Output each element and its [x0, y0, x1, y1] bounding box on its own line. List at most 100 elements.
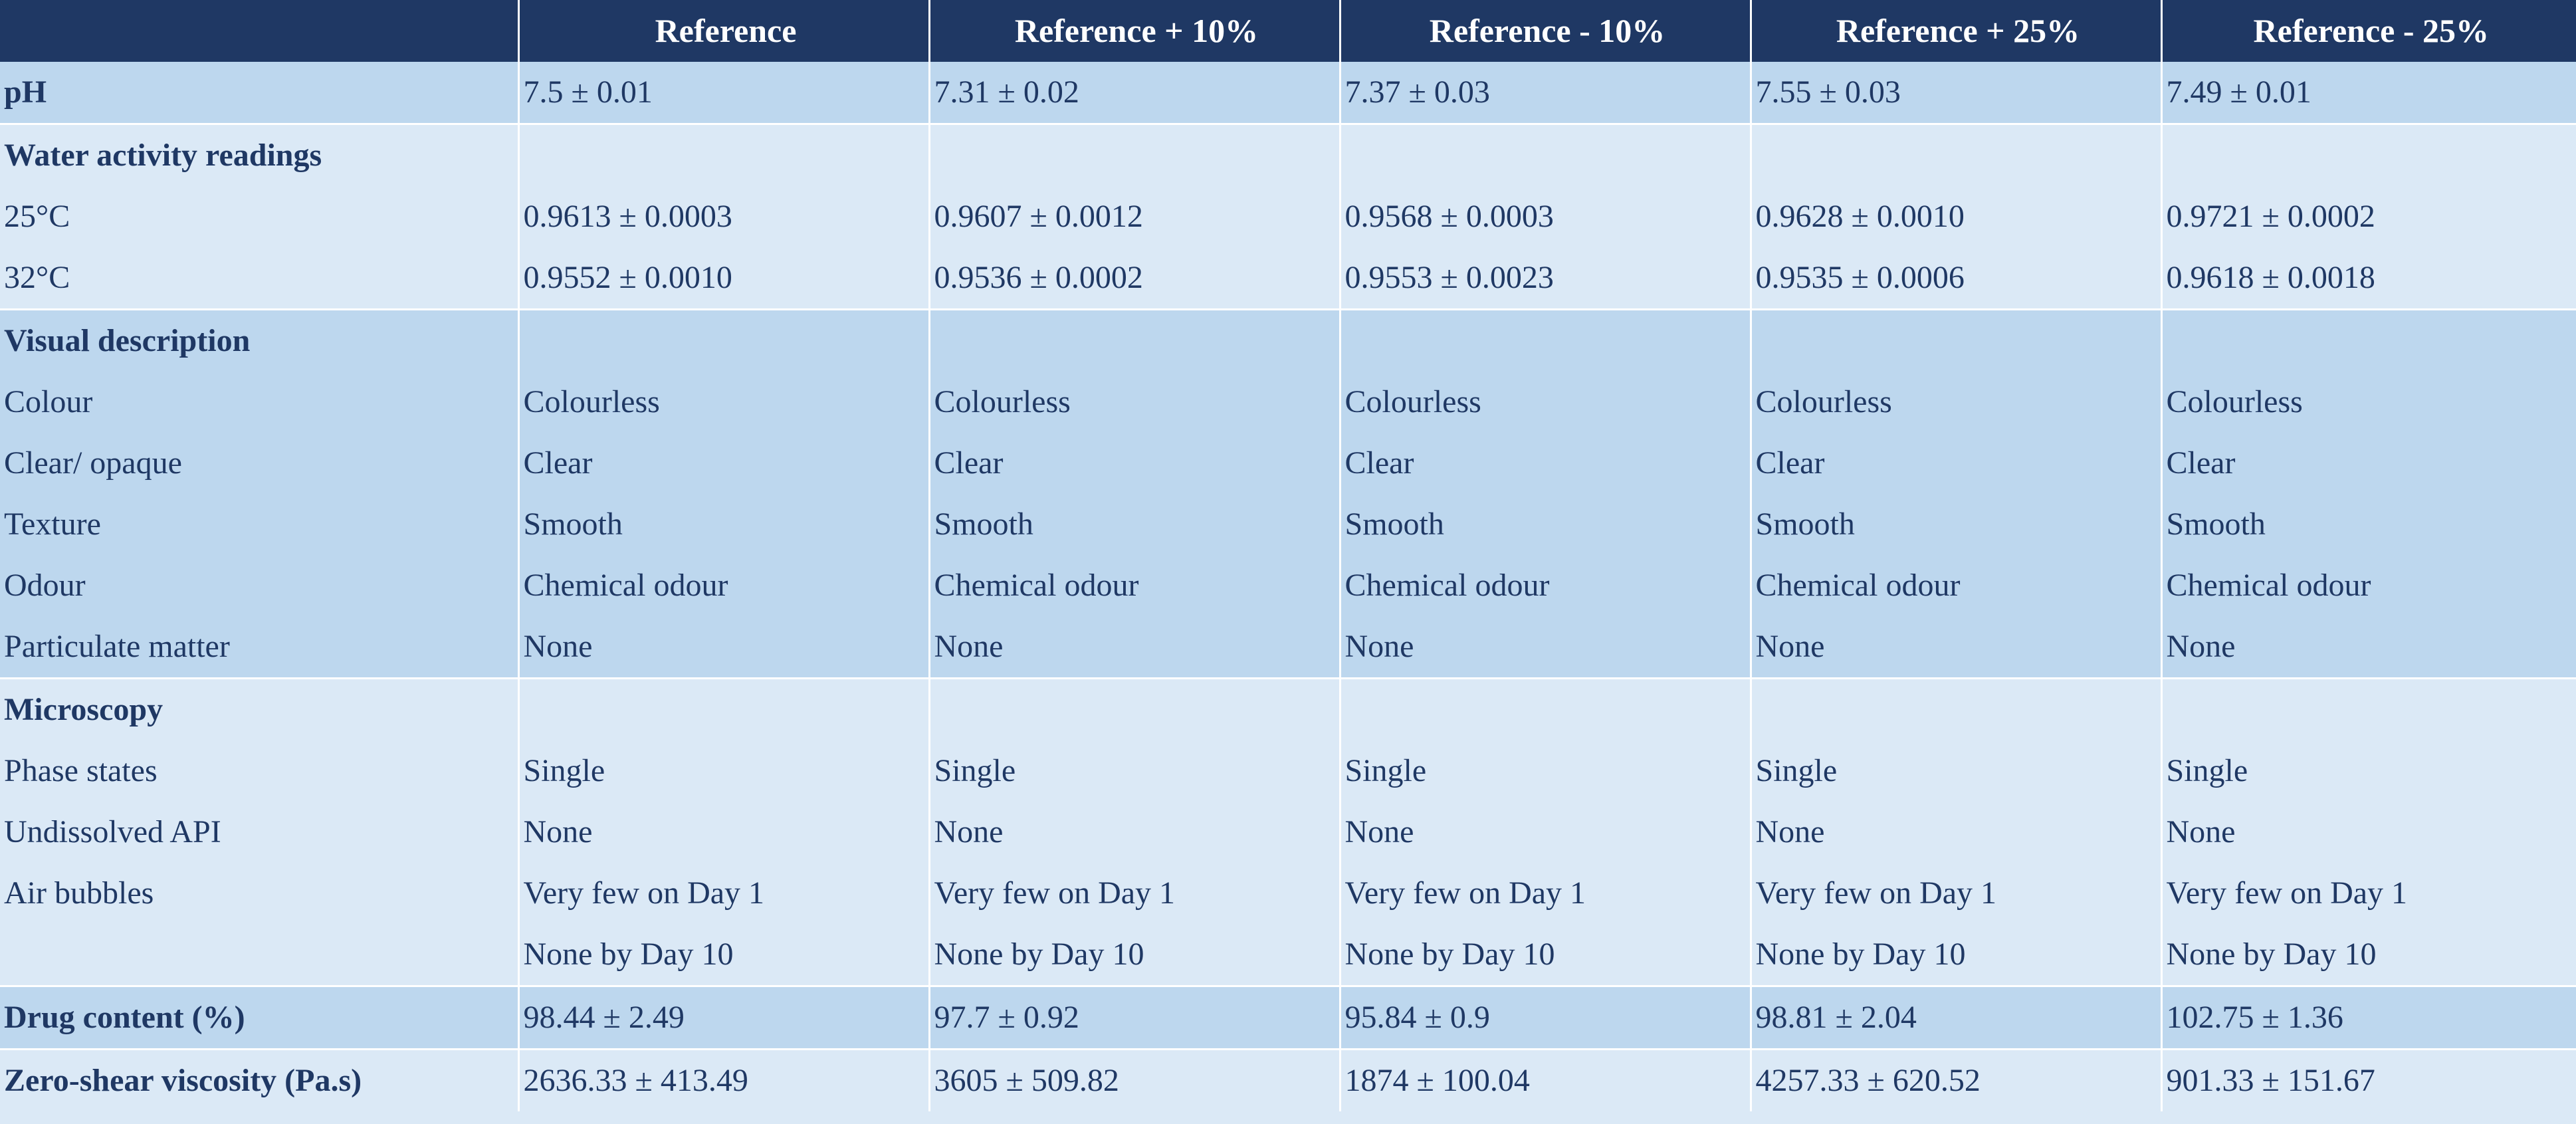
table-row: Microscopy	[0, 677, 2576, 740]
value-cell: Colourless	[928, 372, 1340, 433]
header-cell-reference: Reference	[517, 0, 929, 62]
value-cell: Single	[517, 740, 929, 802]
value-cell: None	[2160, 616, 2576, 679]
value-cell: Chemical odour	[1749, 555, 2161, 616]
value-cell: None	[2160, 802, 2576, 863]
value-cell: 0.9536 ± 0.0002	[928, 247, 1340, 310]
row-label: Undissolved API	[0, 802, 518, 863]
table-row: 32°C 0.9552 ± 0.0010 0.9536 ± 0.0002 0.9553…	[0, 247, 2576, 310]
value-cell: Single	[1339, 740, 1751, 802]
table-row: Water activity readings	[0, 123, 2576, 186]
value-cell: Very few on Day 1	[928, 863, 1340, 924]
value-cell: Colourless	[1749, 372, 2161, 433]
value-cell: 0.9607 ± 0.0012	[928, 186, 1340, 247]
value-cell: Very few on Day 1	[1339, 863, 1751, 924]
value-cell: 97.7 ± 0.92	[928, 985, 1340, 1050]
value-cell: Colourless	[517, 372, 929, 433]
value-cell: 7.5 ± 0.01	[517, 62, 929, 124]
table-row: Zero-shear viscosity (Pa.s) 2636.33 ± 413…	[0, 1048, 2576, 1111]
value-cell	[1749, 308, 2161, 372]
row-label: Texture	[0, 494, 518, 555]
table-row: Clear/ opaque Clear Clear Clear Clear Clear	[0, 433, 2576, 494]
value-cell: None	[928, 802, 1340, 863]
value-cell	[2160, 123, 2576, 186]
row-label: 25°C	[0, 186, 518, 247]
value-cell: 1874 ± 100.04	[1339, 1048, 1751, 1111]
value-cell: Colourless	[2160, 372, 2576, 433]
value-cell: Clear	[2160, 433, 2576, 494]
header-cell-reference-plus-10: Reference + 10%	[928, 0, 1340, 62]
row-label: Visual description	[0, 308, 518, 372]
row-label: Colour	[0, 372, 518, 433]
table-row: Phase states Single Single Single Single Sing…	[0, 740, 2576, 802]
value-cell: None by Day 10	[1749, 924, 2161, 986]
value-cell: 901.33 ± 151.67	[2160, 1048, 2576, 1111]
table-row: Undissolved API None None None None None	[0, 802, 2576, 863]
value-cell: None	[1749, 802, 2161, 863]
value-cell: None	[517, 616, 929, 679]
value-cell: Clear	[928, 433, 1340, 494]
value-cell: None	[928, 616, 1340, 679]
value-cell: 0.9535 ± 0.0006	[1749, 247, 2161, 310]
value-cell: Clear	[1749, 433, 2161, 494]
value-cell: 0.9721 ± 0.0002	[2160, 186, 2576, 247]
value-cell: Smooth	[928, 494, 1340, 555]
value-cell: Colourless	[1339, 372, 1751, 433]
value-cell: 7.37 ± 0.03	[1339, 62, 1751, 124]
value-cell: 7.55 ± 0.03	[1749, 62, 2161, 124]
row-label: Water activity readings	[0, 123, 518, 186]
value-cell: 95.84 ± 0.9	[1339, 985, 1751, 1050]
value-cell: None by Day 10	[2160, 924, 2576, 986]
row-label: Phase states	[0, 740, 518, 802]
value-cell: None	[517, 802, 929, 863]
table-row: Odour Chemical odour Chemical odour Chemica…	[0, 555, 2576, 616]
table-row: Drug content (%) 98.44 ± 2.49 97.7 ± 0.92 9…	[0, 985, 2576, 1050]
value-cell	[928, 123, 1340, 186]
value-cell: Smooth	[1339, 494, 1751, 555]
value-cell	[1749, 123, 2161, 186]
value-cell: None by Day 10	[928, 924, 1340, 986]
value-cell: 0.9553 ± 0.0023	[1339, 247, 1751, 310]
value-cell: Smooth	[2160, 494, 2576, 555]
value-cell	[517, 677, 929, 740]
value-cell: 98.44 ± 2.49	[517, 985, 929, 1050]
value-cell: Clear	[517, 433, 929, 494]
table-body: pH 7.5 ± 0.01 7.31 ± 0.02 7.37 ± 0.03 7.55 ±…	[0, 62, 2576, 1111]
value-cell	[517, 123, 929, 186]
value-cell: 4257.33 ± 620.52	[1749, 1048, 2161, 1111]
value-cell: 0.9613 ± 0.0003	[517, 186, 929, 247]
value-cell: Single	[928, 740, 1340, 802]
value-cell	[928, 677, 1340, 740]
value-cell	[2160, 308, 2576, 372]
value-cell: None	[1339, 616, 1751, 679]
value-cell	[2160, 677, 2576, 740]
value-cell: 98.81 ± 2.04	[1749, 985, 2161, 1050]
value-cell: 7.49 ± 0.01	[2160, 62, 2576, 124]
table-row: Colour Colourless Colourless Colourless Colo…	[0, 372, 2576, 433]
row-label: Odour	[0, 555, 518, 616]
row-label: Particulate matter	[0, 616, 518, 679]
header-cell-reference-minus-25: Reference - 25%	[2160, 0, 2576, 62]
value-cell: Single	[1749, 740, 2161, 802]
value-cell: 3605 ± 509.82	[928, 1048, 1340, 1111]
value-cell	[928, 308, 1340, 372]
table-header: Reference Reference + 10% Reference - 10…	[0, 0, 2576, 62]
value-cell	[517, 308, 929, 372]
value-cell: None	[1339, 802, 1751, 863]
value-cell: Chemical odour	[928, 555, 1340, 616]
row-label: pH	[0, 62, 518, 124]
row-label: Air bubbles	[0, 863, 518, 924]
table-row: pH 7.5 ± 0.01 7.31 ± 0.02 7.37 ± 0.03 7.55 ±…	[0, 62, 2576, 124]
row-label: Zero-shear viscosity (Pa.s)	[0, 1048, 518, 1111]
header-row: Reference Reference + 10% Reference - 10…	[0, 0, 2576, 62]
value-cell: Single	[2160, 740, 2576, 802]
table-row: None by Day 10 None by Day 10 None by Day …	[0, 924, 2576, 986]
table-row: Air bubbles Very few on Day 1 Very few on …	[0, 863, 2576, 924]
value-cell: Smooth	[1749, 494, 2161, 555]
value-cell: 2636.33 ± 413.49	[517, 1048, 929, 1111]
value-cell: Very few on Day 1	[517, 863, 929, 924]
value-cell	[1749, 677, 2161, 740]
table-row: Texture Smooth Smooth Smooth Smooth Smooth	[0, 494, 2576, 555]
row-label	[0, 924, 518, 986]
